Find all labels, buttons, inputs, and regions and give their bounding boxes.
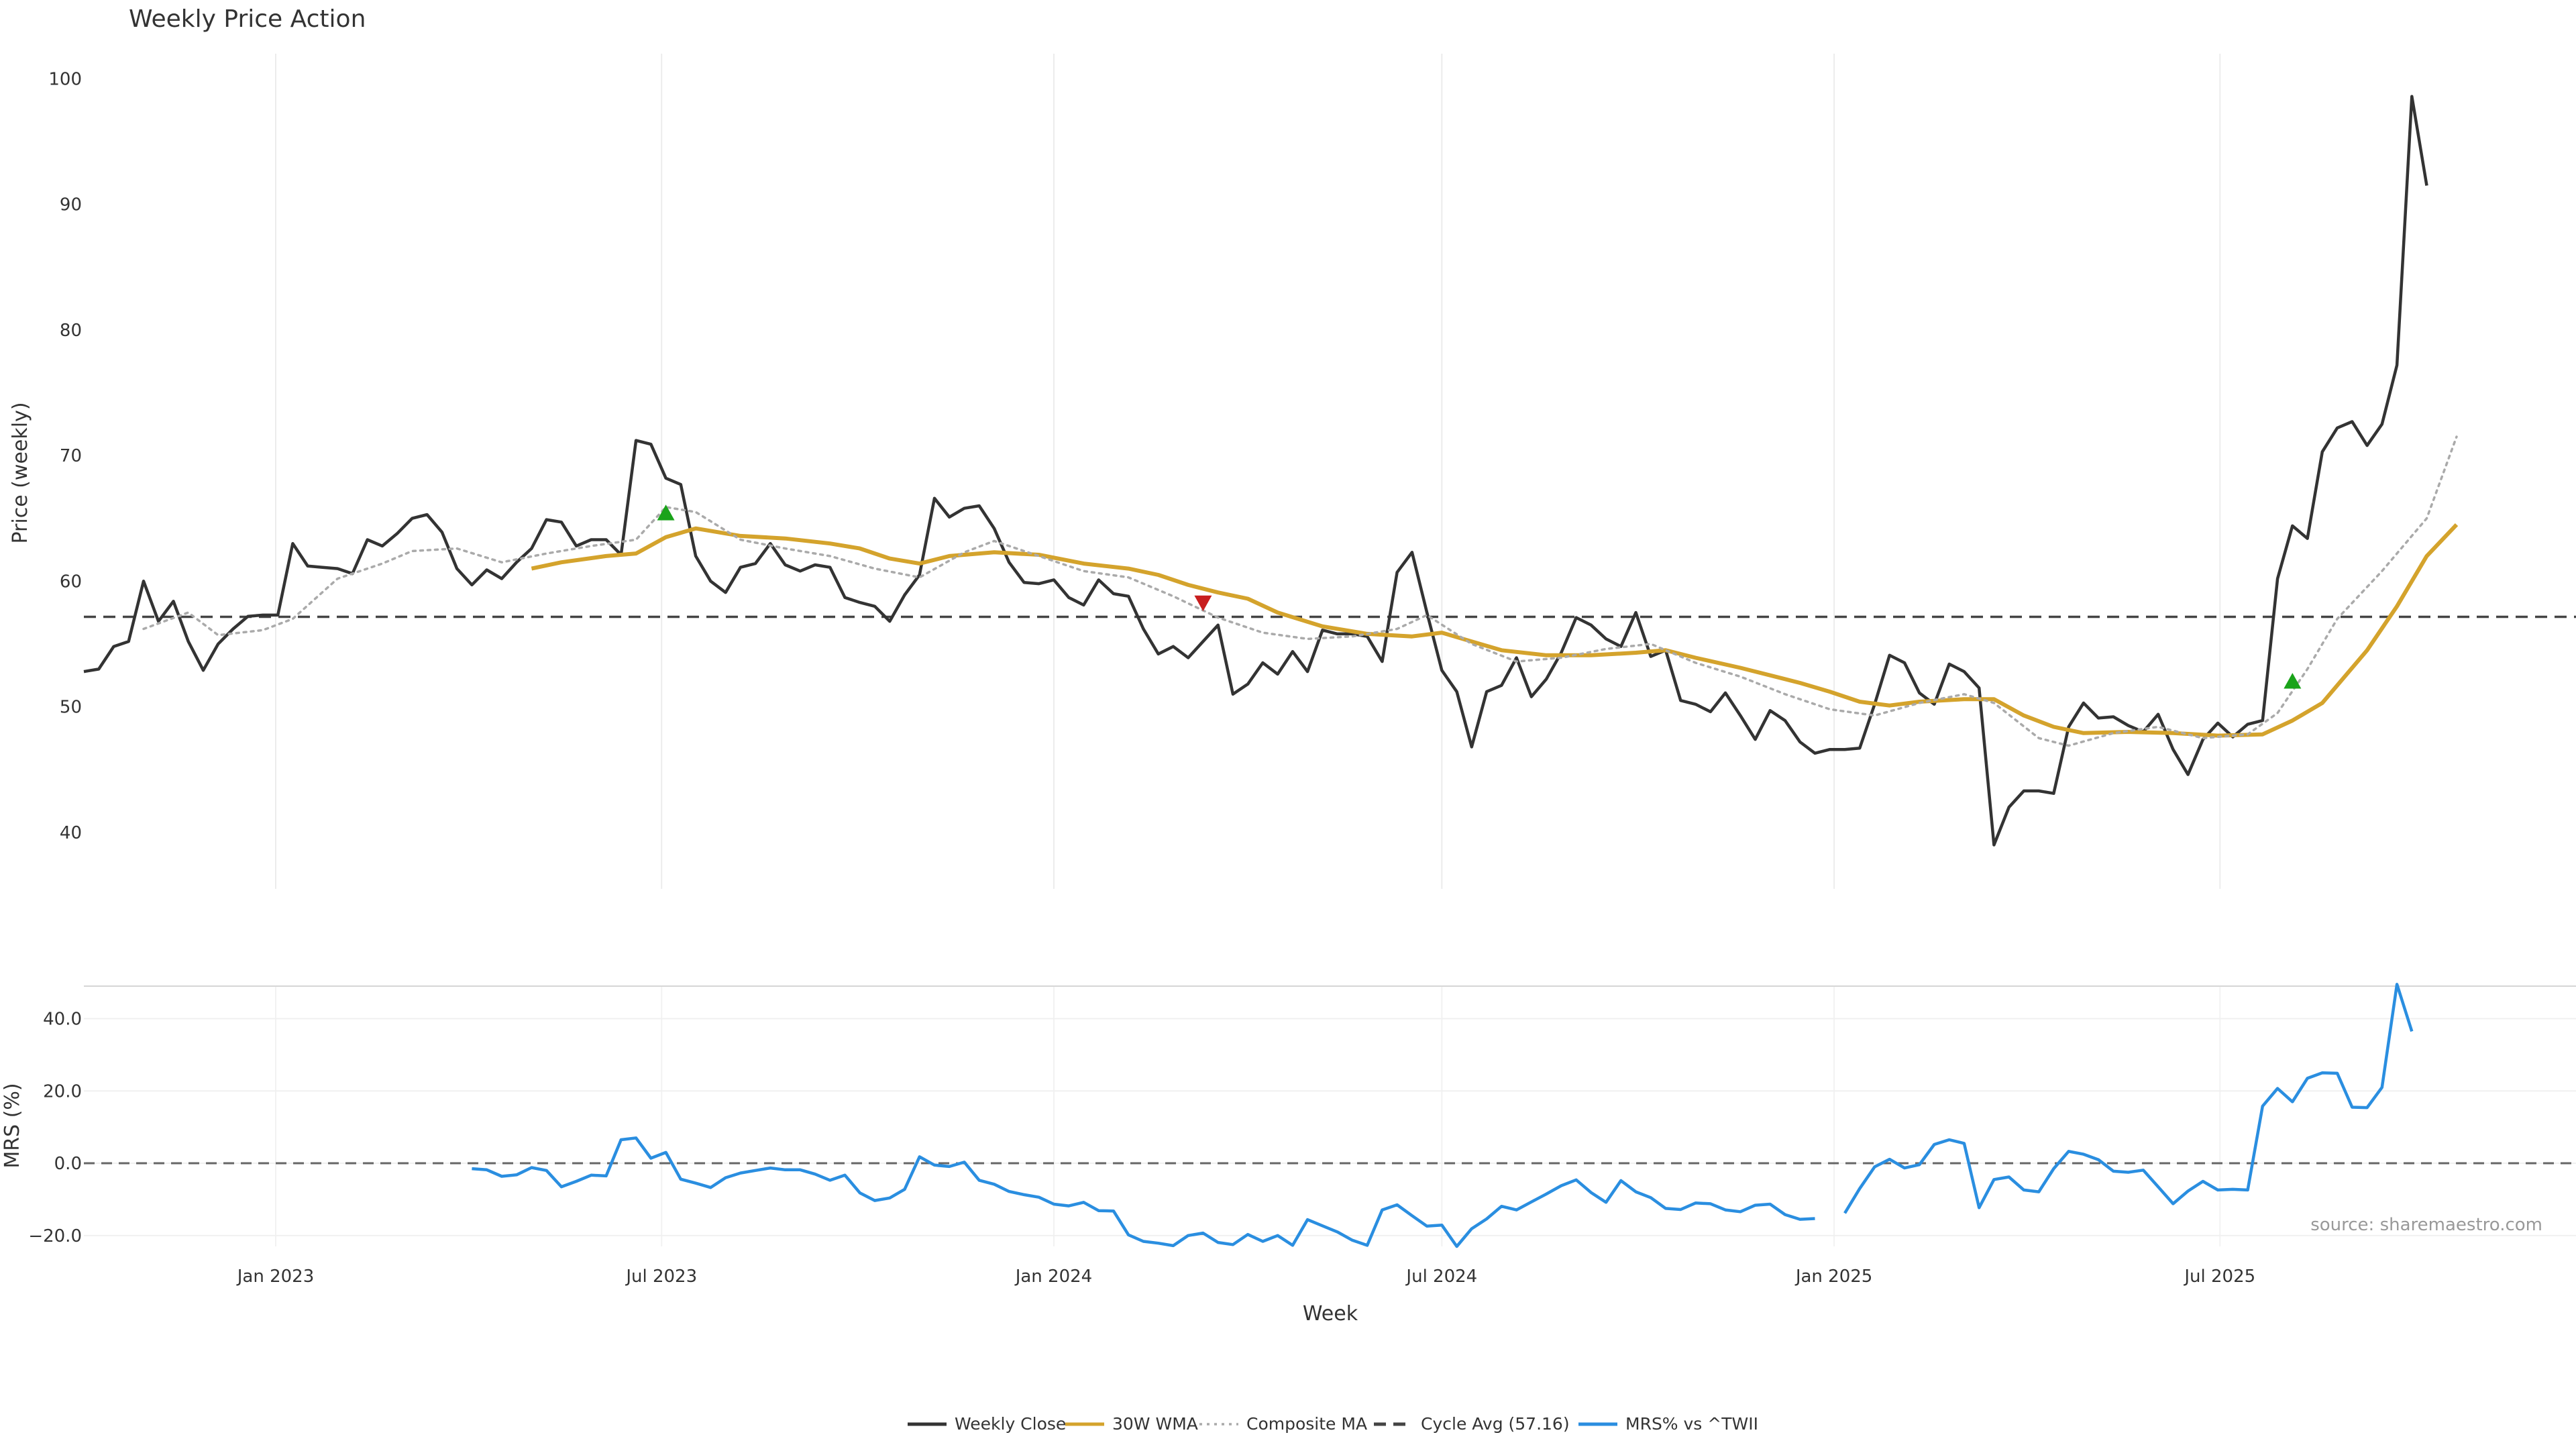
x-axis-label: Week <box>1303 1302 1358 1326</box>
mrs-y-tick-label: −20.0 <box>28 1226 82 1246</box>
price-series-line-2 <box>142 435 2458 747</box>
legend-item: Cycle Avg (57.16) <box>1374 1414 1570 1434</box>
source-note: source: sharemaestro.com <box>2310 1215 2542 1235</box>
reference-lines <box>84 615 2576 1165</box>
tick-labels: Jan 2023 Jul 2023 Jan 2024 Jul 2024 Jan 2025… <box>28 69 2255 1287</box>
x-tick-label: Jan 2025 <box>1794 1267 1873 1287</box>
legend-label: 30W WMA <box>1112 1414 1198 1434</box>
series-lines <box>83 95 2459 1248</box>
mrs-y-tick-label: 20.0 <box>43 1081 82 1102</box>
legend-item: 30W WMA <box>1065 1414 1198 1434</box>
price-y-tick-label: 80 <box>60 321 82 341</box>
legend-label: Weekly Close <box>955 1414 1066 1434</box>
x-tick-label: Jul 2025 <box>2183 1267 2255 1287</box>
legend-item: Weekly Close <box>908 1414 1066 1434</box>
price-series-line-0 <box>83 95 2428 847</box>
price-y-axis-label: Price (weekly) <box>9 402 32 543</box>
price-y-tick-label: 50 <box>60 698 82 718</box>
buy-signal-marker <box>657 504 675 521</box>
legend-item: MRS% vs ^TWII <box>1578 1414 1758 1434</box>
mrs-y-tick-label: 40.0 <box>43 1010 82 1030</box>
price-y-tick-label: 60 <box>60 572 82 592</box>
x-tick-label: Jan 2023 <box>236 1267 315 1287</box>
mrs-series-line-segment-1 <box>1843 983 2414 1214</box>
price-y-tick-label: 70 <box>60 446 82 466</box>
price-y-tick-label: 90 <box>60 195 82 215</box>
price-y-tick-label: 40 <box>60 823 82 843</box>
mrs-y-axis-label: MRS (%) <box>1 1083 24 1168</box>
price-y-tick-label: 100 <box>48 69 82 89</box>
mrs-series-line-segment-0 <box>472 1136 1815 1248</box>
x-tick-label: Jan 2024 <box>1014 1267 1093 1287</box>
price-chart-title: Weekly Price Action <box>129 5 366 33</box>
x-tick-label: Jul 2024 <box>1405 1267 1477 1287</box>
legend-item: Composite MA <box>1199 1414 1367 1434</box>
buy-signal-marker <box>2284 673 2302 689</box>
legend: Weekly Close 30W WMA Composite MA Cycle Avg… <box>908 1414 1758 1434</box>
legend-label: MRS% vs ^TWII <box>1625 1414 1758 1434</box>
legend-label: Cycle Avg (57.16) <box>1421 1414 1570 1434</box>
legend-label: Composite MA <box>1246 1414 1367 1434</box>
price-series-line-1 <box>531 523 2459 738</box>
grid-lines <box>84 54 2576 1246</box>
x-tick-label: Jul 2023 <box>625 1267 697 1287</box>
signal-markers <box>657 504 2302 689</box>
sell-signal-marker <box>1194 595 1212 612</box>
mrs-y-tick-label: 0.0 <box>54 1154 82 1174</box>
